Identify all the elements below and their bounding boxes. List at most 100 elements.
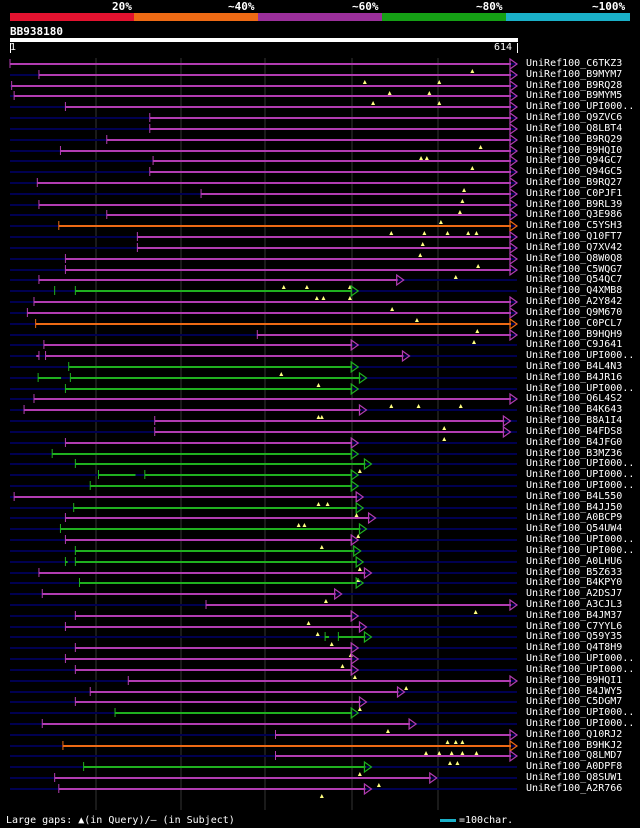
hit-label[interactable]: UniRef100_Q54UW4 bbox=[526, 523, 623, 534]
hit-label[interactable]: UniRef100_B5Z633 bbox=[526, 567, 623, 578]
hit-label[interactable]: UniRef100_Q10FT7 bbox=[526, 231, 623, 242]
hit-end-arrow bbox=[509, 122, 519, 136]
hit-label[interactable]: UniRef100_B4JJ50 bbox=[526, 502, 623, 513]
hit-label[interactable]: UniRef100_B9HQH9 bbox=[526, 329, 623, 340]
hit-label[interactable]: UniRef100_B9RL39 bbox=[526, 199, 623, 210]
hit-label[interactable]: UniRef100_UPI000.. bbox=[526, 480, 635, 491]
hit-label[interactable]: UniRef100_A0BCP9 bbox=[526, 512, 623, 523]
hit-label[interactable]: UniRef100_B4JM37 bbox=[526, 610, 623, 621]
hit-label[interactable]: UniRef100_Q10RJ2 bbox=[526, 729, 623, 740]
query-end: 614 bbox=[494, 42, 513, 53]
hit-label[interactable]: UniRef100_B3MZ36 bbox=[526, 448, 623, 459]
hit-end-arrow bbox=[509, 252, 519, 266]
hit-end-arrow bbox=[367, 511, 377, 525]
hit-label[interactable]: UniRef100_A2DSJ7 bbox=[526, 588, 623, 599]
query-gap-marker bbox=[476, 264, 481, 268]
hit-label[interactable]: UniRef100_Q54QC7 bbox=[526, 274, 623, 285]
query-gap-marker bbox=[357, 567, 362, 571]
hit-label[interactable]: UniRef100_A0LHU6 bbox=[526, 556, 623, 567]
hit-end-arrow bbox=[509, 306, 519, 320]
hit-label[interactable]: UniRef100_B9RQ28 bbox=[526, 80, 623, 91]
hit-end-arrow bbox=[509, 241, 519, 255]
hit-label[interactable]: UniRef100_Q8LBT4 bbox=[526, 123, 623, 134]
hit-label[interactable]: UniRef100_B4JR16 bbox=[526, 372, 623, 383]
query-gap-marker bbox=[471, 340, 476, 344]
query-gap-marker bbox=[442, 426, 447, 430]
hit-label[interactable]: UniRef100_A0DPF8 bbox=[526, 761, 623, 772]
hit-label[interactable]: UniRef100_UPI000.. bbox=[526, 534, 635, 545]
hit-label[interactable]: UniRef100_B9MYM7 bbox=[526, 69, 623, 80]
query-gap-marker bbox=[445, 740, 450, 744]
hit-label[interactable]: UniRef100_UPI000.. bbox=[526, 653, 635, 664]
hit-label[interactable]: UniRef100_Q94GC7 bbox=[526, 155, 623, 166]
hit-label[interactable]: UniRef100_Q8LMD7 bbox=[526, 750, 623, 761]
hit-label[interactable]: UniRef100_B9RQ27 bbox=[526, 177, 623, 188]
hit-label[interactable]: UniRef100_C5YSH3 bbox=[526, 220, 623, 231]
hit-label[interactable]: UniRef100_B4JFG0 bbox=[526, 437, 623, 448]
hit-label[interactable]: UniRef100_A3CJL3 bbox=[526, 599, 623, 610]
hit-label[interactable]: UniRef100_Q8W0Q8 bbox=[526, 253, 623, 264]
hit-label[interactable]: UniRef100_B9HQI1 bbox=[526, 675, 623, 686]
hit-label[interactable]: UniRef100_B4JWY5 bbox=[526, 686, 623, 697]
hit-label[interactable]: UniRef100_A2R766 bbox=[526, 783, 623, 794]
hit-end-arrow bbox=[396, 685, 406, 699]
hit-label[interactable]: UniRef100_Q59Y35 bbox=[526, 631, 623, 642]
query-gap-marker bbox=[427, 91, 432, 95]
hit-end-arrow bbox=[358, 620, 368, 634]
hit-label[interactable]: UniRef100_Q3E986 bbox=[526, 209, 623, 220]
hit-label[interactable]: UniRef100_A2Y842 bbox=[526, 296, 623, 307]
query-gap-marker bbox=[279, 372, 284, 376]
hit-label[interactable]: UniRef100_B4L550 bbox=[526, 491, 623, 502]
hit-label[interactable]: UniRef100_Q9M670 bbox=[526, 307, 623, 318]
hit-label[interactable]: UniRef100_Q4XMB8 bbox=[526, 285, 623, 296]
hit-label[interactable]: UniRef100_C0PCL7 bbox=[526, 318, 623, 329]
hit-label[interactable]: UniRef100_UPI000.. bbox=[526, 383, 635, 394]
hit-end-arrow bbox=[350, 706, 360, 720]
hit-label[interactable]: UniRef100_B4KPY0 bbox=[526, 577, 623, 588]
hit-label[interactable]: UniRef100_C0PJF1 bbox=[526, 188, 623, 199]
hit-label[interactable]: UniRef100_Q94GC5 bbox=[526, 166, 623, 177]
hit-label[interactable]: UniRef100_Q8SUW1 bbox=[526, 772, 623, 783]
hit-label[interactable]: UniRef100_B9HKJ2 bbox=[526, 740, 623, 751]
hit-end-arrow bbox=[509, 674, 519, 688]
hit-label[interactable]: UniRef100_B4K643 bbox=[526, 404, 623, 415]
hit-label[interactable]: UniRef100_B9RQ29 bbox=[526, 134, 623, 145]
hit-label[interactable]: UniRef100_C5DGM7 bbox=[526, 696, 623, 707]
hit-label[interactable]: UniRef100_UPI000.. bbox=[526, 664, 635, 675]
hit-label[interactable]: UniRef100_B4FDS8 bbox=[526, 426, 623, 437]
hit-label[interactable]: UniRef100_Q4T8H9 bbox=[526, 642, 623, 653]
query-gap-marker bbox=[466, 231, 471, 235]
query-gap-marker bbox=[458, 404, 463, 408]
hit-label[interactable]: UniRef100_Q6L4S2 bbox=[526, 393, 623, 404]
hit-label[interactable]: UniRef100_UPI000.. bbox=[526, 707, 635, 718]
query-gap-marker bbox=[473, 610, 478, 614]
hit-label[interactable]: UniRef100_C7YYL6 bbox=[526, 621, 623, 632]
legend-label-40: ~40% bbox=[228, 0, 255, 13]
query-gap-marker bbox=[302, 523, 307, 527]
hit-label[interactable]: UniRef100_UPI000.. bbox=[526, 545, 635, 556]
query-gap-marker bbox=[475, 329, 480, 333]
query-gap-marker bbox=[414, 318, 419, 322]
hit-label[interactable]: UniRef100_Q7XV42 bbox=[526, 242, 623, 253]
legend-band-40 bbox=[134, 13, 258, 21]
hit-label[interactable]: UniRef100_B9HQI0 bbox=[526, 145, 623, 156]
hit-label[interactable]: UniRef100_B8A1I4 bbox=[526, 415, 623, 426]
hit-label[interactable]: UniRef100_UPI000.. bbox=[526, 718, 635, 729]
hit-label[interactable]: UniRef100_UPI000.. bbox=[526, 469, 635, 480]
hit-label[interactable]: UniRef100_B4L4N3 bbox=[526, 361, 623, 372]
query-gap-marker bbox=[304, 285, 309, 289]
hit-label[interactable]: UniRef100_UPI000.. bbox=[526, 458, 635, 469]
query-gap-marker bbox=[316, 502, 321, 506]
hit-label[interactable]: UniRef100_C6TKZ3 bbox=[526, 58, 623, 69]
hit-end-arrow bbox=[350, 284, 360, 298]
legend-band-20 bbox=[10, 13, 134, 21]
hit-label[interactable]: UniRef100_C9J641 bbox=[526, 339, 623, 350]
hit-end-arrow bbox=[502, 414, 512, 428]
hit-label[interactable]: UniRef100_C5WQG7 bbox=[526, 264, 623, 275]
hit-label[interactable]: UniRef100_B9MYM5 bbox=[526, 90, 623, 101]
hit-end-arrow bbox=[350, 338, 360, 352]
hit-label[interactable]: UniRef100_UPI000.. bbox=[526, 350, 635, 361]
query-gap-marker bbox=[470, 166, 475, 170]
hit-label[interactable]: UniRef100_Q9ZVC6 bbox=[526, 112, 623, 123]
hit-label[interactable]: UniRef100_UPI000.. bbox=[526, 101, 635, 112]
